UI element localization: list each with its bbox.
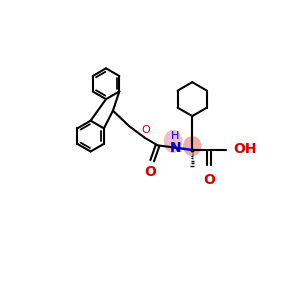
Text: O: O	[141, 125, 150, 135]
Ellipse shape	[164, 130, 182, 153]
Text: O: O	[145, 165, 157, 178]
Ellipse shape	[183, 136, 202, 156]
Text: OH: OH	[233, 142, 256, 156]
Text: N: N	[169, 141, 181, 155]
Text: O: O	[203, 173, 215, 187]
Text: H: H	[171, 131, 179, 142]
